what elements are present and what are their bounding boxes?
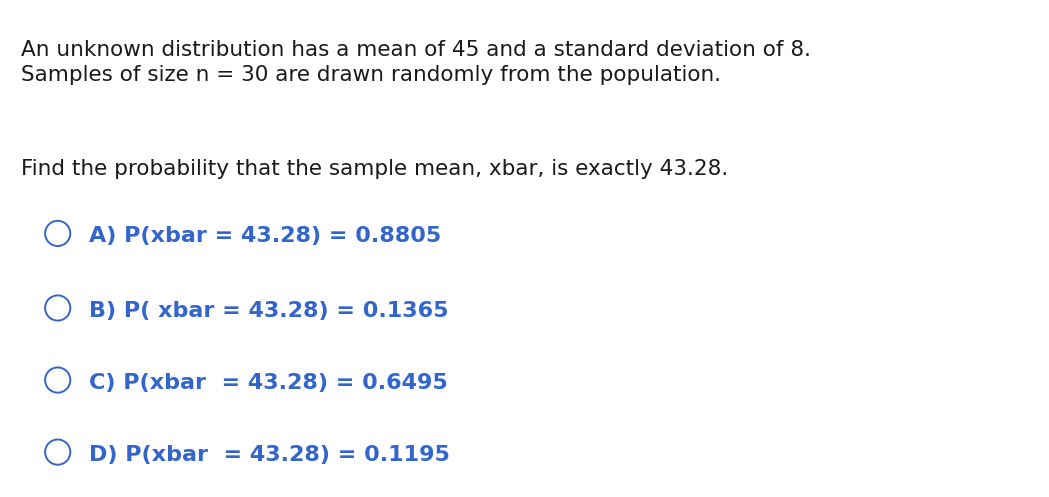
- Text: D) P(xbar  = 43.28) = 0.1195: D) P(xbar = 43.28) = 0.1195: [89, 445, 450, 465]
- Text: B) P( xbar = 43.28) = 0.1365: B) P( xbar = 43.28) = 0.1365: [89, 301, 449, 321]
- Text: Find the probability that the sample mean, xbar, is exactly 43.28.: Find the probability that the sample mea…: [21, 159, 728, 179]
- Text: An unknown distribution has a mean of 45 and a standard deviation of 8.
Samples : An unknown distribution has a mean of 45…: [21, 40, 811, 84]
- Text: A) P(xbar = 43.28) = 0.8805: A) P(xbar = 43.28) = 0.8805: [89, 226, 442, 246]
- Text: C) P(xbar  = 43.28) = 0.6495: C) P(xbar = 43.28) = 0.6495: [89, 373, 448, 393]
